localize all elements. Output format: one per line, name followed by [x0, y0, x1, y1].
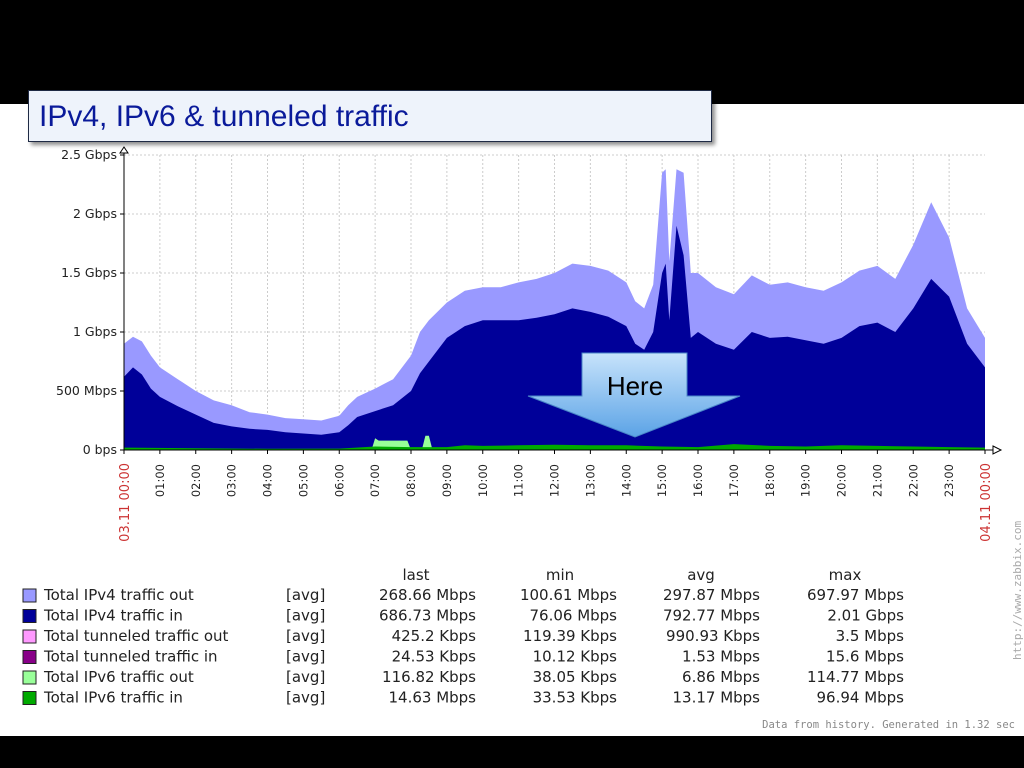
x-tick-label: 10:00: [476, 464, 490, 497]
legend-value-last: 686.73 Mbps: [379, 607, 476, 625]
x-range-label: 03.11 00:00: [118, 463, 133, 542]
legend-series-name: Total IPv4 traffic in: [43, 607, 183, 625]
x-tick-label: 23:00: [942, 464, 956, 497]
legend-col-header: max: [829, 566, 862, 584]
axes: [119, 146, 1003, 455]
y-tick-label: 1 Gbps: [73, 324, 117, 339]
y-tick-label: 500 Mbps: [56, 383, 117, 398]
callout-label: Here: [607, 371, 663, 401]
x-tick-label: 19:00: [799, 464, 813, 497]
series-areas: [124, 169, 985, 450]
x-tick-label: 14:00: [619, 464, 633, 497]
legend-value-min: 10.12 Kbps: [533, 648, 618, 666]
x-tick-label: 12:00: [548, 464, 562, 497]
legend-value-last: 116.82 Kbps: [382, 668, 476, 686]
legend-value-min: 119.39 Kbps: [523, 627, 617, 645]
legend-series-name: Total IPv6 traffic in: [43, 689, 183, 707]
legend-swatch: [22, 670, 37, 685]
legend-value-avg: 13.17 Mbps: [672, 689, 760, 707]
legend-value-max: 697.97 Mbps: [807, 586, 904, 604]
legend-swatch: [22, 650, 37, 664]
y-axis-ticks: 0 bps 500 Mbps 1 Gbps 1.5 Gbps 2 Gbps 2.5 Gbp…: [56, 147, 124, 457]
legend-value-max: 114.77 Mbps: [807, 668, 904, 686]
x-tick-label: 13:00: [583, 464, 597, 497]
y-tick-label: 0 bps: [83, 442, 117, 457]
x-tick-label: 21:00: [870, 464, 884, 497]
legend-value-last: 425.2 Kbps: [392, 627, 477, 645]
legend-series-name: Total tunneled traffic out: [43, 627, 229, 645]
x-tick-label: 04:00: [261, 464, 275, 497]
x-tick-label: 22:00: [906, 464, 920, 497]
x-tick-label: 08:00: [404, 464, 418, 497]
legend-agg-type: [avg]: [286, 627, 325, 645]
x-tick-label: 06:00: [332, 464, 346, 497]
legend-value-max: 15.6 Mbps: [826, 648, 904, 666]
legend-value-min: 76.06 Mbps: [529, 607, 617, 625]
y-axis-arrow: [119, 146, 129, 154]
series-area-2: [124, 225, 985, 450]
series-area-4: [124, 444, 985, 450]
legend-col-header: last: [402, 566, 429, 584]
legend: last min avg max Total IPv4 traffic out [avg]…: [22, 566, 905, 707]
legend-agg-type: [avg]: [286, 689, 325, 707]
y-tick-label: 1.5 Gbps: [61, 265, 117, 280]
x-tick-label: 16:00: [691, 464, 705, 497]
legend-agg-type: [avg]: [286, 586, 325, 604]
x-tick-label: 01:00: [153, 464, 167, 497]
y-tick-label: 2 Gbps: [73, 206, 117, 221]
legend-agg-type: [avg]: [286, 607, 325, 625]
x-axis-arrow: [992, 445, 1003, 455]
legend-value-max: 2.01 Gbps: [827, 607, 904, 625]
chart-footer: Data from history. Generated in 1.32 sec: [762, 719, 1015, 731]
legend-value-min: 38.05 Kbps: [533, 668, 618, 686]
x-tick-label: 03:00: [225, 464, 239, 497]
legend-swatch: [22, 588, 37, 603]
x-tick-label: 20:00: [835, 464, 849, 497]
page-title: IPv4, IPv6 & tunneled traffic: [39, 100, 409, 133]
legend-value-last: 24.53 Kbps: [392, 648, 477, 666]
callout-arrow-shape: [527, 352, 741, 438]
x-tick-label: 18:00: [763, 464, 777, 497]
x-tick-label: 17:00: [727, 464, 741, 497]
x-tick-label: 07:00: [368, 464, 382, 497]
legend-swatch: [22, 691, 37, 705]
legend-value-min: 33.53 Kbps: [533, 689, 618, 707]
title-box: IPv4, IPv6 & tunneled traffic: [28, 90, 712, 142]
x-tick-label: 02:00: [189, 464, 203, 497]
legend-value-last: 268.66 Mbps: [379, 586, 476, 604]
legend-value-avg: 1.53 Mbps: [682, 648, 760, 666]
x-tick-label: 11:00: [512, 464, 526, 497]
x-tick-label: 09:00: [440, 464, 454, 497]
x-axis-ticks: 01:00 02:00 03:00 04:00 05:00 06:00 07:00 08:00…: [118, 450, 994, 542]
here-callout: Here: [527, 352, 741, 438]
legend-series-name: Total tunneled traffic in: [43, 648, 218, 666]
legend-col-header: min: [546, 566, 574, 584]
x-tick-label: 05:00: [296, 464, 310, 497]
legend-series-name: Total IPv4 traffic out: [43, 586, 194, 604]
x-range-label: 04.11 00:00: [979, 463, 994, 542]
legend-value-avg: 297.87 Mbps: [663, 586, 760, 604]
legend-value-avg: 792.77 Mbps: [663, 607, 760, 625]
legend-value-max: 3.5 Mbps: [836, 627, 905, 645]
legend-col-header: avg: [687, 566, 715, 584]
chart-watermark: http://www.zabbix.com: [1011, 521, 1024, 660]
legend-value-avg: 6.86 Mbps: [682, 668, 760, 686]
x-tick-label: 15:00: [655, 464, 669, 497]
legend-value-max: 96.94 Mbps: [816, 689, 904, 707]
legend-value-avg: 990.93 Kbps: [666, 627, 760, 645]
legend-swatch: [22, 609, 37, 623]
legend-value-last: 14.63 Mbps: [388, 689, 476, 707]
legend-agg-type: [avg]: [286, 668, 325, 686]
legend-value-min: 100.61 Mbps: [520, 586, 617, 604]
legend-agg-type: [avg]: [286, 648, 325, 666]
legend-swatch: [22, 629, 37, 644]
legend-series-name: Total IPv6 traffic out: [43, 668, 194, 686]
y-tick-label: 2.5 Gbps: [61, 147, 117, 162]
